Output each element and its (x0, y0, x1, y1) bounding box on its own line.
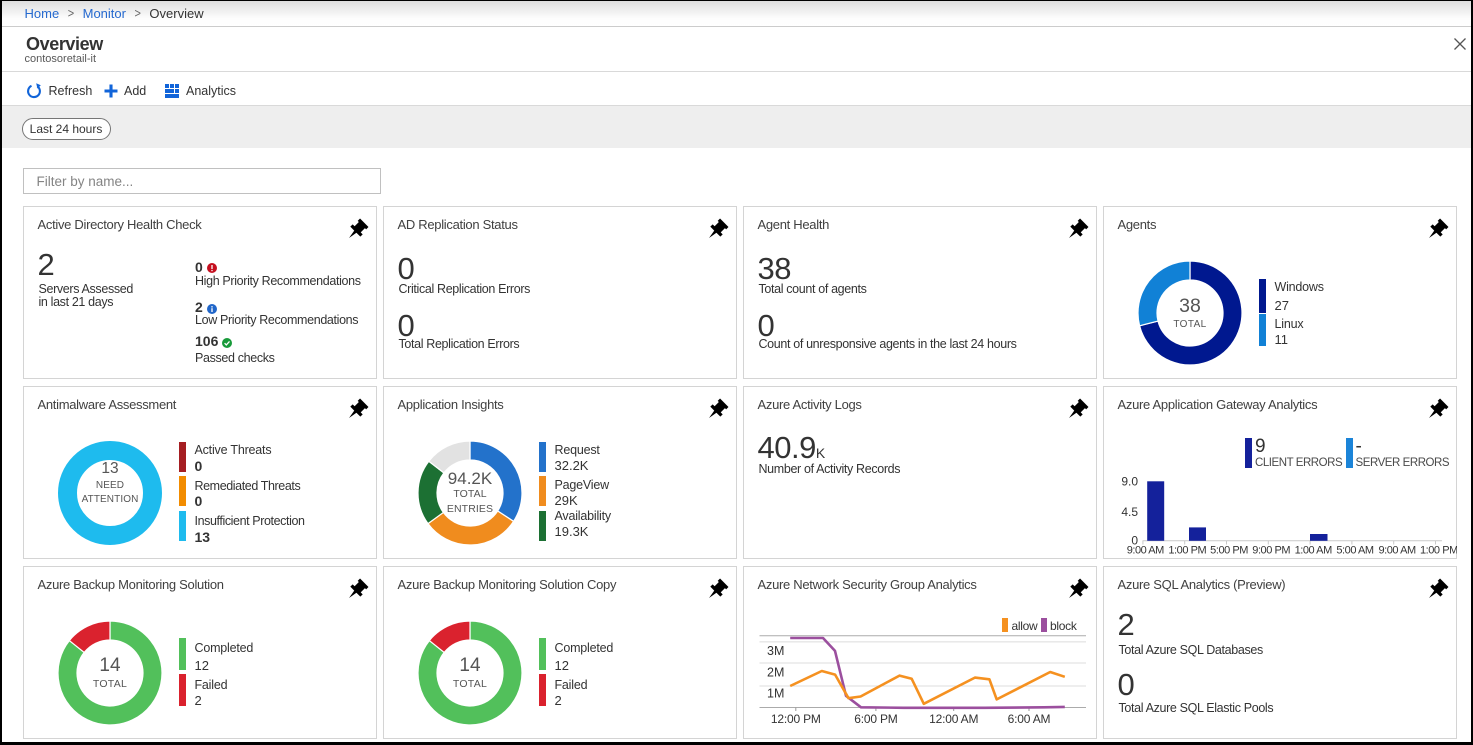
svg-text:6:00 PM: 6:00 PM (854, 712, 897, 726)
svg-text:1:00 AM: 1:00 AM (1294, 544, 1331, 556)
svg-text:0: 0 (1131, 533, 1138, 547)
svg-text:6:00 AM: 6:00 AM (1007, 712, 1050, 726)
svg-text:9:00 AM: 9:00 AM (1126, 544, 1163, 556)
svg-text:9.0: 9.0 (1121, 474, 1138, 488)
svg-text:9:00 PM: 9:00 PM (1252, 544, 1290, 556)
svg-text:2M: 2M (767, 665, 784, 679)
svg-text:9:00 AM: 9:00 AM (1378, 544, 1415, 556)
svg-text:4.5: 4.5 (1121, 505, 1138, 519)
svg-text:5:00 AM: 5:00 AM (1336, 544, 1373, 556)
svg-text:12:00 AM: 12:00 AM (929, 712, 978, 726)
svg-text:12:00 PM: 12:00 PM (770, 712, 820, 726)
svg-text:1:00 PM: 1:00 PM (1419, 544, 1456, 556)
svg-text:5:00 PM: 5:00 PM (1210, 544, 1248, 556)
svg-text:3M: 3M (767, 644, 784, 658)
svg-text:1M: 1M (767, 686, 784, 700)
svg-text:1:00 PM: 1:00 PM (1168, 544, 1206, 556)
